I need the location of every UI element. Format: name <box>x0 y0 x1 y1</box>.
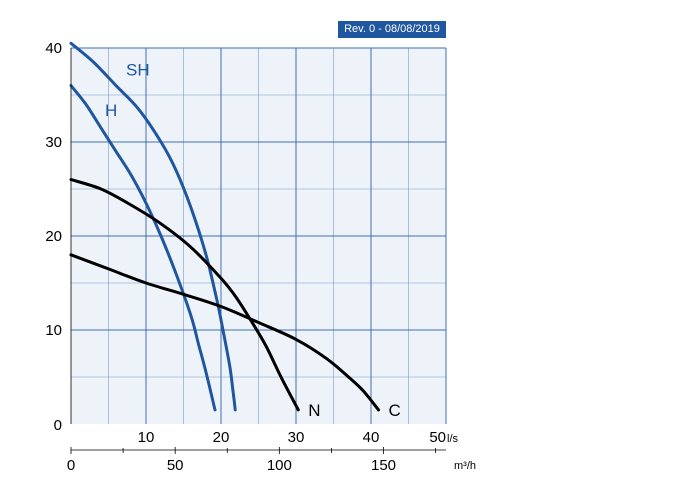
series-line-c <box>69 253 380 412</box>
secondary-x-tick-label: 100 <box>267 457 292 474</box>
series-label-sh: SH <box>126 61 150 80</box>
secondary-x-tick-label: 150 <box>371 457 396 474</box>
series-labels: SH H N C <box>105 61 401 420</box>
series-line-n <box>69 178 300 412</box>
y-tick-label: 40 <box>45 40 62 57</box>
y-tick-label: 20 <box>45 228 62 245</box>
series-label-c: C <box>389 401 401 420</box>
secondary-x-tick-label: 50 <box>167 457 184 474</box>
series-line-sh <box>69 41 237 412</box>
series-group <box>69 41 380 412</box>
y-tick-label: 10 <box>45 322 62 339</box>
series-label-h: H <box>105 101 117 120</box>
x-unit-label: l/s <box>447 433 459 445</box>
series-label-n: N <box>308 401 320 420</box>
x-tick-label: 30 <box>288 429 305 446</box>
secondary-x-unit-label: m³/h <box>454 460 476 472</box>
x-tick-label: 10 <box>138 429 155 446</box>
x-tick-label: 40 <box>363 429 380 446</box>
x-tick-label: 20 <box>213 429 230 446</box>
revision-badge: Rev. 0 - 08/08/2019 <box>338 21 446 38</box>
y-tick-label: 0 <box>54 417 62 434</box>
grid <box>71 47 447 424</box>
secondary-x-tick-label: 0 <box>67 457 75 474</box>
y-tick-label: 30 <box>45 134 62 151</box>
x-tick-label: 50 <box>429 429 446 446</box>
